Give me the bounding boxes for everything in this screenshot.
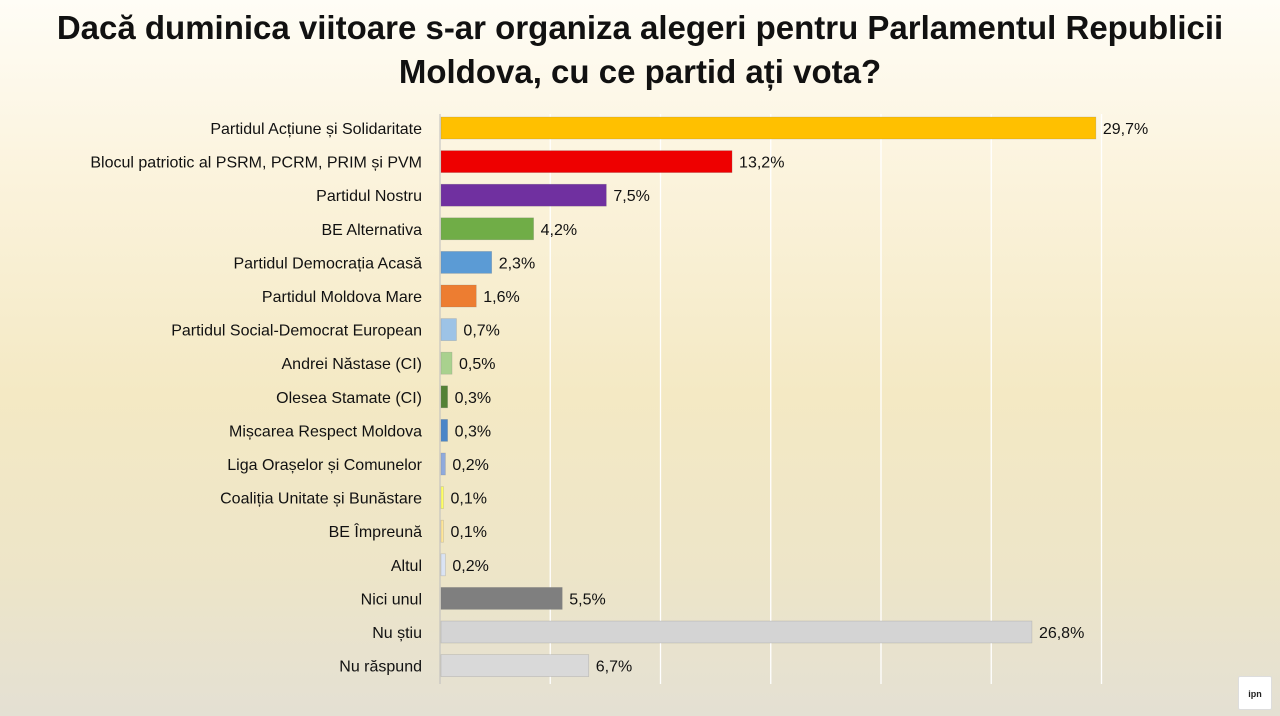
- value-label-andrei-nastase-ci: 0,5%: [459, 356, 495, 373]
- value-label-be-impreuna: 0,1%: [451, 524, 487, 541]
- category-label-olesea-stamate-ci: Olesea Stamate (CI): [276, 390, 422, 407]
- bar-partidul-actiune-si-solidaritate: [440, 116, 1097, 140]
- value-label-nu-raspund: 6,7%: [596, 659, 632, 676]
- category-label-nu-stiu: Nu știu: [372, 625, 422, 642]
- value-label-nu-stiu: 26,8%: [1039, 625, 1084, 642]
- bar-partidul-social-democrat-european: [440, 318, 457, 341]
- category-label-andrei-nastase-ci: Andrei Năstase (CI): [282, 356, 423, 373]
- category-label-nici-unul: Nici unul: [361, 591, 422, 608]
- value-label-partidul-social-democrat-european: 0,7%: [463, 323, 499, 340]
- category-labels: Partidul Acțiune și Solidaritate Blocul p…: [90, 121, 422, 676]
- category-label-partidul-nostru: Partidul Nostru: [316, 188, 422, 205]
- bar-coalitia-unitate-si-bunastare: [440, 486, 444, 509]
- bar-be-alternativa: [440, 217, 534, 241]
- value-labels: 29,7% 13,2% 7,5% 4,2% 2,3% 1,6% 0,7% 0,5% 0,3% 0,…: [451, 121, 1149, 676]
- value-label-partidul-nostru: 7,5%: [613, 188, 649, 205]
- bar-partidul-democratia-acasa: [440, 251, 493, 274]
- gridlines: [439, 114, 1103, 684]
- category-label-liga-oraselor-si-comunelor: Liga Orașelor și Comunelor: [227, 457, 422, 474]
- category-label-be-impreuna: BE Împreună: [329, 522, 422, 541]
- category-label-partidul-social-democrat-european: Partidul Social-Democrat European: [171, 323, 422, 340]
- category-label-partidul-democratia-acasa: Partidul Democrația Acasă: [233, 255, 422, 272]
- bar-be-impreuna: [440, 519, 444, 543]
- chart-title-line-1: Dacă duminica viitoare s-ar organiza ale…: [56, 9, 1224, 46]
- bar-partidul-nostru: [440, 183, 607, 207]
- value-label-blocul-patriotic-al-psrm-pcrm-prim-si-pvm: 13,2%: [739, 155, 784, 172]
- value-label-be-alternativa: 4,2%: [541, 222, 577, 239]
- value-label-coalitia-unitate-si-bunastare: 0,1%: [451, 491, 487, 508]
- bar-olesea-stamate-ci: [440, 385, 448, 409]
- category-label-partidul-moldova-mare: Partidul Moldova Mare: [262, 289, 422, 306]
- bar-blocul-patriotic-al-psrm-pcrm-prim-si-pvm: [440, 150, 733, 173]
- chart-title-line-2: Moldova, cu ce partid ați vota?: [398, 53, 882, 90]
- bar-nu-raspund: [440, 654, 590, 677]
- bars: [440, 116, 1097, 677]
- bar-nici-unul: [440, 587, 563, 610]
- value-label-partidul-democratia-acasa: 2,3%: [499, 255, 535, 272]
- bar-altul: [440, 553, 446, 577]
- bar-liga-oraselor-si-comunelor: [440, 452, 446, 476]
- value-label-altul: 0,2%: [452, 558, 488, 575]
- category-label-altul: Altul: [391, 558, 422, 575]
- value-label-nici-unul: 5,5%: [569, 591, 605, 608]
- category-label-miscarea-respect-moldova: Mișcarea Respect Moldova: [229, 423, 422, 440]
- value-label-partidul-actiune-si-solidaritate: 29,7%: [1103, 121, 1148, 138]
- chart-title: Dacă duminica viitoare s-ar organiza ale…: [0, 6, 1280, 94]
- bar-andrei-nastase-ci: [440, 351, 453, 375]
- bar-nu-stiu: [440, 620, 1033, 644]
- category-label-nu-raspund: Nu răspund: [339, 659, 422, 676]
- bar-miscarea-respect-moldova: [440, 419, 448, 442]
- category-label-be-alternativa: BE Alternativa: [322, 222, 423, 239]
- category-label-blocul-patriotic-al-psrm-pcrm-prim-si-pvm: Blocul patriotic al PSRM, PCRM, PRIM și …: [90, 155, 422, 172]
- value-label-partidul-moldova-mare: 1,6%: [483, 289, 519, 306]
- category-label-coalitia-unitate-si-bunastare: Coaliția Unitate și Bunăstare: [220, 491, 422, 508]
- bar-partidul-moldova-mare: [440, 284, 477, 308]
- value-label-miscarea-respect-moldova: 0,3%: [455, 423, 491, 440]
- ipn-logo: ipn: [1238, 676, 1272, 710]
- value-label-liga-oraselor-si-comunelor: 0,2%: [452, 457, 488, 474]
- value-label-olesea-stamate-ci: 0,3%: [455, 390, 491, 407]
- category-label-partidul-actiune-si-solidaritate: Partidul Acțiune și Solidaritate: [210, 121, 422, 138]
